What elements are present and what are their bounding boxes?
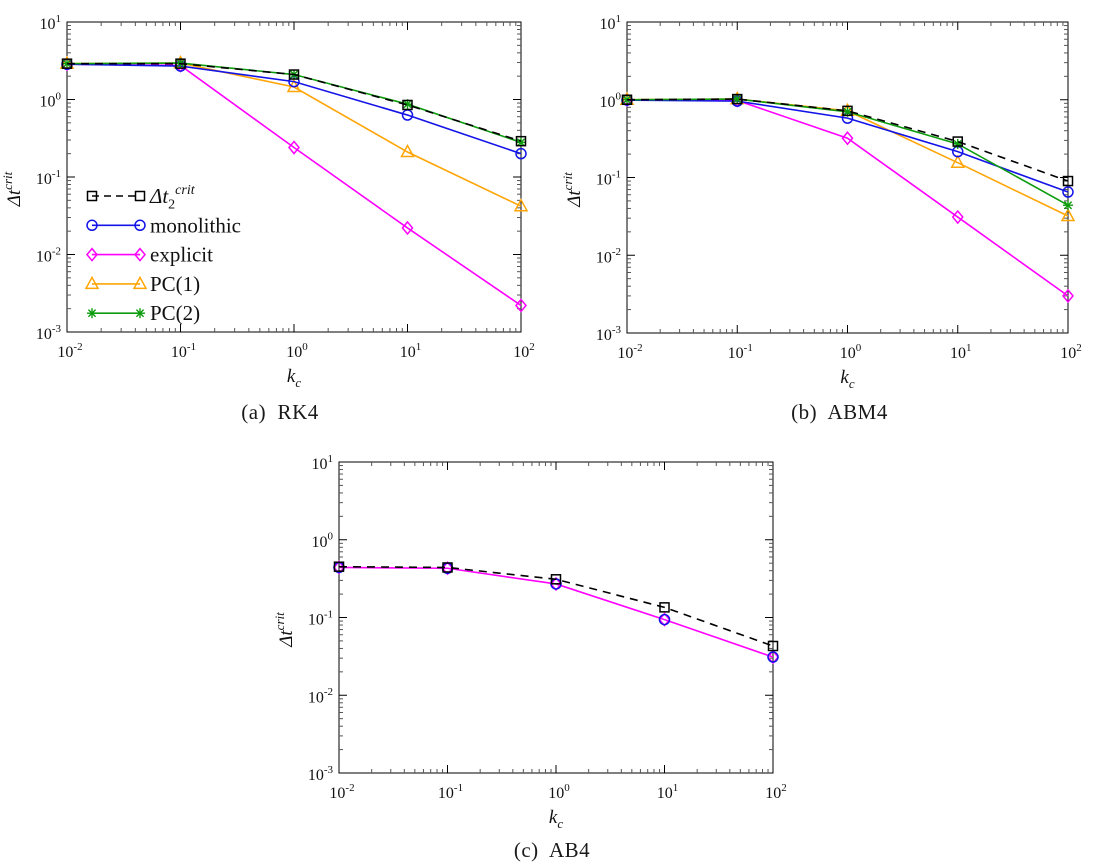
- series--t-2-crit-: [61, 58, 527, 147]
- svg-text:101: 101: [40, 13, 62, 33]
- legend-label: Δt2crit: [149, 183, 196, 212]
- y-axis-label: Δtcrit: [272, 612, 297, 648]
- legend-entry-2: explicit: [86, 243, 213, 267]
- svg-text:101: 101: [400, 341, 422, 361]
- series-pc(2): [62, 58, 526, 148]
- chart-abm4: 10-2 10-1 100 101 102 101 100 10-1 10-2 10-3 kc Δtc…: [560, 0, 1119, 436]
- x-axis-label: kc: [287, 366, 301, 390]
- chart-rk4: 10-2 10-1 100 101 102 101 100 10-1 10-2 10-3 kc Δtc…: [0, 0, 560, 436]
- svg-text:10-1: 10-1: [596, 168, 621, 188]
- svg-text:101: 101: [600, 13, 622, 33]
- svg-text:10-2: 10-2: [329, 782, 354, 802]
- series-explicit: [621, 92, 1074, 304]
- svg-text:101: 101: [657, 782, 679, 802]
- series-explicit: [61, 57, 527, 313]
- series-explicit: [333, 560, 779, 665]
- legend-label: PC(2): [150, 301, 200, 325]
- caption-a: (a) RK4: [241, 400, 319, 424]
- svg-text:100: 100: [286, 341, 308, 361]
- x-axis-label: kc: [549, 807, 563, 831]
- svg-text:100: 100: [312, 531, 334, 551]
- svg-text:10-2: 10-2: [596, 246, 621, 266]
- x-axis-label: kc: [840, 367, 854, 391]
- y-axis-label: Δtcrit: [560, 172, 585, 208]
- svg-text:10-1: 10-1: [171, 341, 196, 361]
- svg-text:10-3: 10-3: [36, 323, 62, 343]
- chart-ab4-svg: 10-2 10-1 100 101 10210110010-110-210-3kcΔtc…: [272, 453, 787, 831]
- caption-b: (b) ABM4: [791, 400, 888, 424]
- svg-text:100: 100: [600, 91, 622, 111]
- caption-c: (c) AB4: [513, 838, 591, 862]
- svg-text:101: 101: [312, 453, 334, 473]
- legend-entry-1: monolithic: [86, 213, 241, 237]
- ticks: [626, 21, 1069, 334]
- svg-text:10-2: 10-2: [57, 341, 82, 361]
- svg-text:10-2: 10-2: [617, 342, 642, 362]
- series--t-2-crit-: [621, 93, 1074, 187]
- axes: [626, 21, 1069, 334]
- svg-text:10-1: 10-1: [438, 782, 463, 802]
- legend-label: monolithic: [150, 213, 241, 237]
- svg-text:10-1: 10-1: [728, 342, 753, 362]
- svg-text:10-3: 10-3: [308, 764, 334, 784]
- chart-rk4-svg: 10-2 10-1 100 101 10210110010-110-210-3kcΔtc…: [0, 13, 535, 390]
- y-axis-label: Δtcrit: [0, 171, 25, 207]
- legend-entry-4: PC(2): [87, 301, 200, 325]
- svg-text:100: 100: [40, 90, 62, 110]
- svg-text:10-1: 10-1: [308, 608, 333, 628]
- svg-text:102: 102: [765, 782, 787, 802]
- chart-ab4: 10-2 10-1 100 101 102 101 100 10-1 10-2 10-3 kc Δtc…: [272, 440, 832, 862]
- svg-text:102: 102: [1060, 342, 1082, 362]
- series-pc(2): [622, 94, 1073, 211]
- axes: [338, 461, 774, 774]
- legend-entry-3: PC(1): [84, 272, 200, 296]
- series--t-2-crit-: [333, 561, 779, 652]
- svg-text:102: 102: [513, 341, 535, 361]
- svg-text:100: 100: [548, 782, 570, 802]
- ticks: [338, 461, 774, 774]
- svg-text:10-2: 10-2: [308, 686, 333, 706]
- svg-text:101: 101: [950, 342, 972, 362]
- legend-label: PC(1): [150, 272, 200, 296]
- svg-text:10-3: 10-3: [596, 324, 622, 344]
- legend-entry-0: Δt2crit: [86, 183, 196, 213]
- svg-text:10-1: 10-1: [36, 168, 61, 188]
- svg-text:10-2: 10-2: [36, 245, 61, 265]
- chart-abm4-svg: 10-2 10-1 100 101 10210110010-110-210-3kcΔtc…: [560, 13, 1082, 391]
- legend-label: explicit: [150, 243, 213, 267]
- svg-text:100: 100: [840, 342, 862, 362]
- ticks: [66, 21, 522, 333]
